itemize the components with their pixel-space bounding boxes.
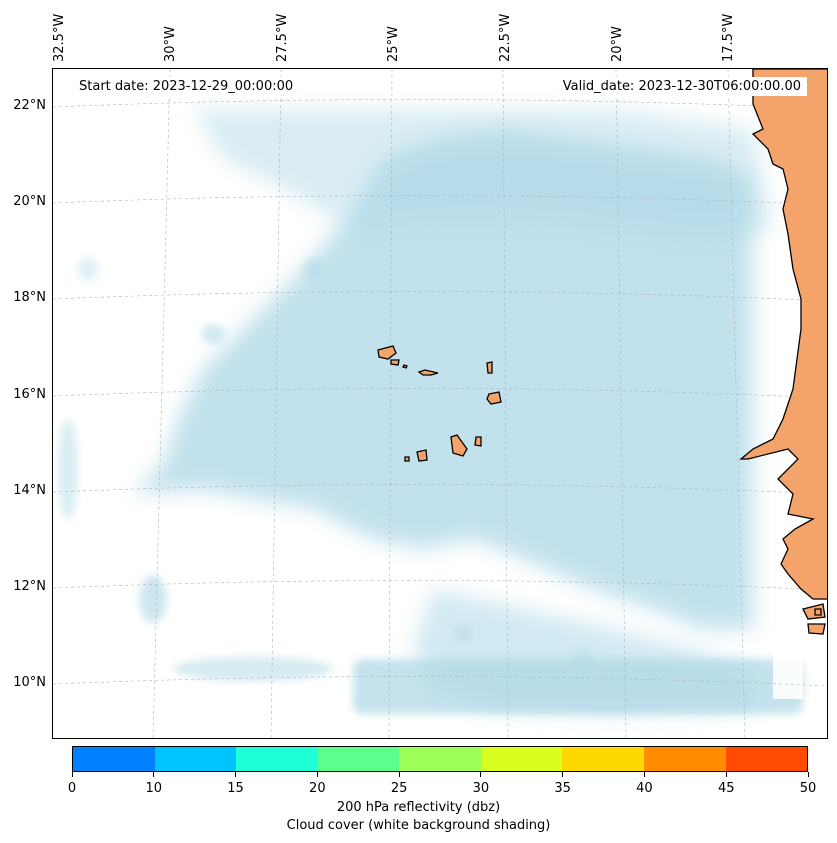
lat-label: 14°N [13,483,46,498]
colorbar-tick [71,772,73,777]
colorbar-tick [480,772,482,777]
island-fogo [416,449,428,462]
colorbar-tick-label: 0 [67,781,77,796]
cloud-mass-north [193,109,773,239]
colorbar-title: 200 hPa reflectivity (dbz) [336,800,501,815]
colorbar [72,746,808,772]
island-santa-luzia [402,364,408,369]
colorbar-segment [73,747,155,771]
valid-date-label: Valid_date: 2023-12-30T06:00:00.00 [556,77,807,96]
island-brava [404,456,410,462]
colorbar-segment [154,747,237,771]
gridline-lon [615,69,627,738]
colorbar-tick-label: 50 [799,781,817,796]
lon-label: 25°W [386,26,401,62]
colorbar-tick-label: 40 [636,781,653,796]
cloud-mass-main [133,129,753,629]
mainland [739,69,827,600]
colorbar-segment [562,747,644,771]
colorbar-tick-label: 35 [554,781,571,796]
colorbar-tick-label: 20 [309,781,326,796]
gridline-lat [53,484,827,495]
colorbar-tick-label: 45 [717,781,735,796]
cloud-gap [773,649,803,699]
colorbar-tick-label: 25 [390,781,408,796]
colorbar-tick-label: 10 [145,781,163,796]
colorbar-tick-label: 30 [472,781,490,796]
gridline-lat [53,580,827,591]
island-santo-antao [377,345,397,360]
island-boa-vista [486,391,502,405]
lon-label: 17.5°W [721,13,736,62]
cloud-patch [58,419,78,519]
colorbar-tick [725,772,727,777]
bijagos-island [807,623,826,635]
lat-label: 18°N [13,290,46,305]
colorbar-segment [480,747,563,771]
africa-coast [739,69,827,635]
cloud-patch [455,626,471,642]
cloud-cover [58,109,803,714]
lon-label: 30°W [163,26,178,62]
lon-label: 27.5°W [275,13,290,62]
graticule [53,69,827,738]
gridline-lon [727,69,746,738]
gridline-lat [53,676,827,687]
cloud-band-bottom [353,659,803,714]
cloud-patch [139,575,167,623]
colorbar-segment [317,747,400,771]
colorbar-tick [807,772,809,777]
gridline-lat [53,99,827,110]
colorbar-tick-label: 15 [227,781,244,796]
cloud-patch [303,259,323,279]
lat-label: 22°N [13,98,46,113]
lat-label: 12°N [13,579,46,594]
gridline-lon [502,69,509,738]
gridline-lon [388,69,393,738]
bijagos-island [814,608,822,616]
colorbar-tick [398,772,400,777]
colorbar-tick [643,772,645,777]
lat-label: 20°N [13,194,46,209]
island-maio [474,436,482,447]
colorbar-segment [236,747,318,771]
map-panel: Start date: 2023-12-29_00:00:00 Valid_da… [52,68,828,739]
colorbar-tick [153,772,155,777]
cloud-patch [173,657,333,681]
lon-label: 32.5°W [52,13,67,62]
colorbar-segment [725,747,808,771]
start-date-label: Start date: 2023-12-29_00:00:00 [73,77,300,96]
island-sal [486,361,493,374]
map-canvas [53,69,827,738]
bijagos-island [802,603,826,620]
colorbar-tick [562,772,564,777]
gridline-lat [53,195,827,206]
gridline-lon [270,69,282,738]
cabo-verde-islands [377,345,502,462]
gridline-lat [53,388,827,399]
cloud-patch [78,257,98,281]
lat-label: 10°N [13,675,46,690]
colorbar-tick [316,772,318,777]
cloud-patch [201,324,225,344]
colorbar-segment [399,747,481,771]
lat-label: 16°N [13,387,46,402]
gridline-lon [152,69,171,738]
lon-label: 20°W [610,26,625,62]
colorbar-subtitle: Cloud cover (white background shading) [286,818,551,833]
island-sao-nicolau [417,369,439,376]
island-sao-vicente [390,359,400,366]
island-santiago [450,434,468,457]
colorbar-segment [643,747,726,771]
lon-label: 22.5°W [498,13,513,62]
colorbar-tick [235,772,237,777]
gridline-lat [53,291,827,302]
